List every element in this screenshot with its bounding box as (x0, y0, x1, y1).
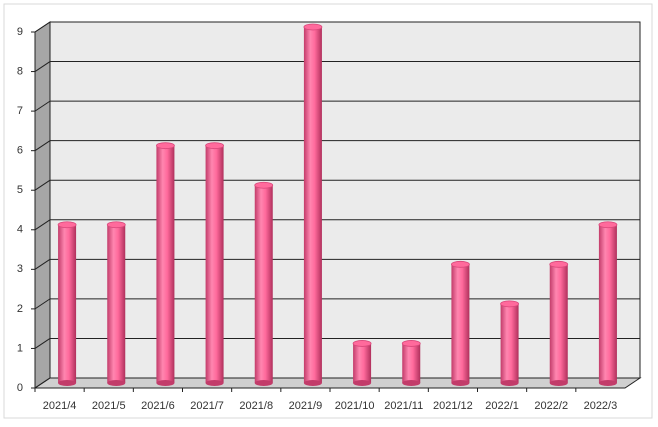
bar-bottom (598, 380, 617, 386)
bar (156, 145, 175, 383)
y-tick-label: 6 (17, 145, 23, 157)
x-tick-label: 2021/6 (141, 400, 175, 412)
x-tick-label: 2022/3 (584, 400, 618, 412)
bar-top (205, 142, 224, 150)
grid-line (34, 219, 51, 231)
bar-top (451, 260, 470, 268)
y-tick-label: 0 (17, 382, 23, 394)
bar-bottom (402, 380, 421, 386)
x-tick-label: 2021/4 (43, 400, 77, 412)
bar-top (303, 23, 323, 31)
bar (598, 224, 617, 383)
x-tick-label: 2021/9 (289, 400, 323, 412)
bar (549, 264, 568, 383)
bar (402, 343, 421, 383)
x-tick-label: 2021/7 (190, 400, 224, 412)
y-tick-label: 9 (17, 26, 23, 38)
bar (451, 264, 470, 383)
bar-bottom (549, 380, 568, 386)
y-tick-label: 3 (17, 263, 23, 275)
bar (303, 27, 322, 383)
bar (500, 303, 519, 383)
grid-line (34, 377, 51, 389)
y-tick-label: 4 (17, 224, 23, 236)
bar-bottom (500, 380, 519, 386)
bar-bottom (107, 380, 126, 386)
bar-top (549, 260, 569, 268)
bar-top (598, 221, 618, 229)
bar-top (106, 221, 126, 229)
x-tick-label: 2021/10 (335, 400, 375, 412)
x-tick-label: 2021/12 (433, 400, 473, 412)
x-tick-label: 2021/5 (92, 400, 126, 412)
x-tick-label: 2021/11 (384, 400, 423, 412)
bar-bottom (353, 380, 372, 386)
y-tick-label: 5 (17, 184, 23, 196)
grid-line (34, 100, 51, 112)
grid-line (34, 179, 51, 191)
bar-top (500, 300, 519, 308)
grid-line (34, 258, 51, 270)
floor (33, 377, 642, 389)
side-wall (34, 21, 51, 389)
bar-bottom (451, 380, 470, 386)
bar (58, 224, 77, 383)
grid-line (34, 140, 51, 152)
y-tick-label: 1 (17, 342, 23, 354)
x-tick-label: 2022/2 (534, 400, 568, 412)
bar-bottom (254, 380, 273, 386)
grid-line (34, 298, 51, 310)
plot-area: 0 1 2 3 4 5 6 7 8 9 2021/4 2021/5 2021/6 2021/7 2021/8… (17, 21, 642, 412)
bar-top (254, 181, 274, 189)
y-tick-label: 2 (17, 303, 23, 315)
y-tick-label: 8 (17, 65, 23, 77)
bar-bottom (156, 380, 175, 386)
grid-line (34, 338, 51, 349)
bar-top (57, 221, 77, 229)
bar-top (401, 340, 421, 347)
bar-bottom (205, 380, 224, 386)
grid-line (34, 61, 51, 72)
bar (353, 343, 372, 383)
x-tick-label: 2022/1 (485, 400, 519, 412)
bar-top (352, 340, 372, 347)
bar-bottom (58, 380, 77, 386)
bar (107, 224, 126, 383)
bar-top (156, 142, 175, 150)
grid-line (34, 21, 51, 33)
bar-bottom (303, 380, 322, 386)
bar (205, 145, 224, 383)
x-tick-label: 2021/8 (239, 400, 273, 412)
bar (254, 185, 273, 383)
y-tick-label: 7 (17, 105, 23, 117)
